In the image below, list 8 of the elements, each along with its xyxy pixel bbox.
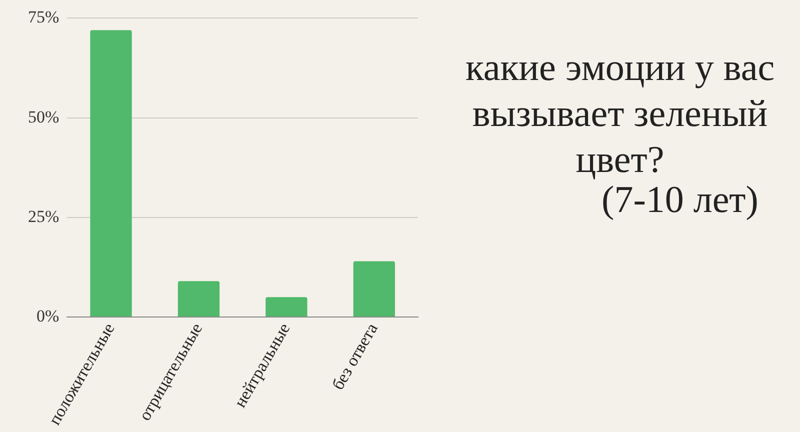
bar xyxy=(353,261,395,317)
bar xyxy=(178,281,220,317)
y-tick-label: 0% xyxy=(36,306,60,326)
y-tick-label: 50% xyxy=(28,107,60,126)
y-tick-label: 75% xyxy=(28,8,60,27)
bar xyxy=(266,297,308,317)
bar xyxy=(90,30,132,317)
y-tick-label: 25% xyxy=(28,206,60,226)
